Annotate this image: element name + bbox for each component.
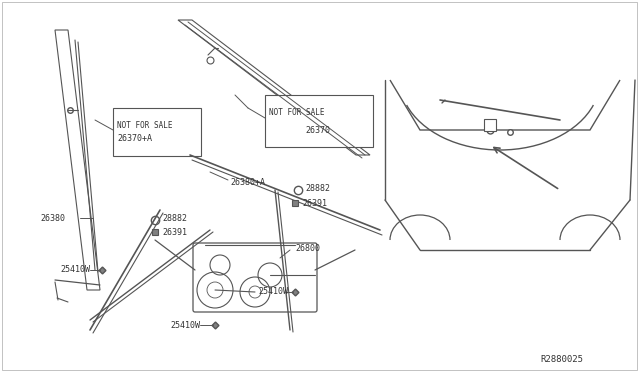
Text: 26380+A: 26380+A	[230, 177, 265, 186]
Text: NOT FOR SALE: NOT FOR SALE	[269, 108, 324, 116]
Text: 26370+A: 26370+A	[117, 134, 152, 142]
Text: 28882: 28882	[162, 214, 187, 222]
Text: NOT FOR SALE: NOT FOR SALE	[117, 121, 173, 129]
Text: 26391: 26391	[162, 228, 187, 237]
Text: 25410W: 25410W	[60, 266, 90, 275]
Text: R2880025: R2880025	[540, 356, 583, 365]
Text: 26370: 26370	[305, 125, 330, 135]
Text: 26380: 26380	[40, 214, 65, 222]
Text: 28882: 28882	[305, 183, 330, 192]
Text: 26800: 26800	[295, 244, 320, 253]
Text: 25410W: 25410W	[258, 288, 288, 296]
Text: 26391: 26391	[302, 199, 327, 208]
Text: 25410W: 25410W	[170, 321, 200, 330]
Bar	[113, 108, 201, 156]
Bar	[265, 95, 373, 147]
